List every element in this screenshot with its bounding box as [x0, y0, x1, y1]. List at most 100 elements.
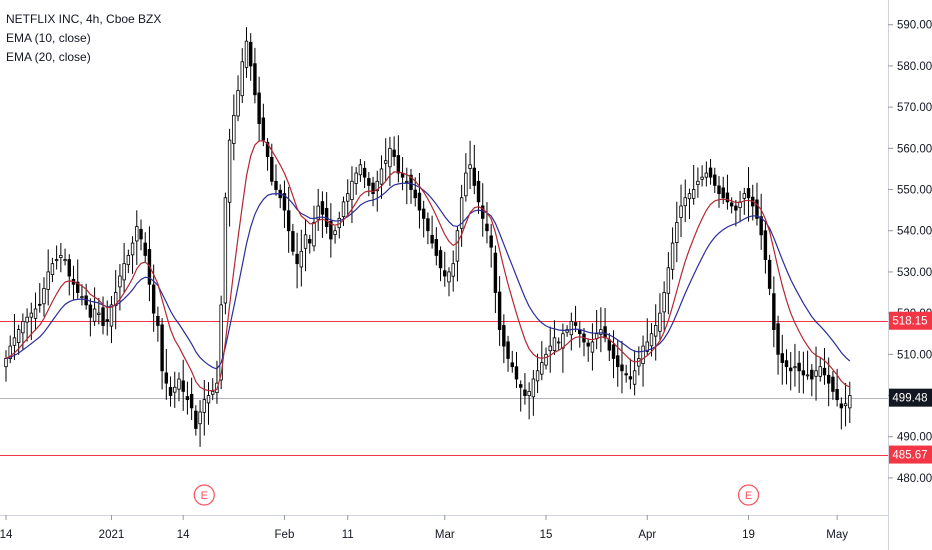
- candle-body: [346, 193, 350, 202]
- candle-body: [181, 380, 185, 392]
- candle-body: [130, 242, 135, 256]
- candle-body: [590, 341, 595, 353]
- candle-body: [88, 304, 93, 318]
- candle-body: [135, 226, 139, 242]
- candle-body: [700, 176, 704, 180]
- candle-body: [202, 399, 206, 413]
- candle-body: [523, 389, 527, 396]
- candle-body: [274, 180, 278, 190]
- candle-body: [818, 366, 822, 377]
- candle-body: [789, 367, 793, 372]
- candle-body: [177, 378, 181, 390]
- candle-body: [12, 337, 17, 346]
- candle-body: [493, 252, 498, 293]
- candle-body: [257, 92, 261, 124]
- candle-body: [223, 197, 228, 304]
- candle-body: [50, 263, 55, 275]
- candle-body: [341, 201, 346, 218]
- candle-body: [839, 403, 844, 409]
- price-label-text: 518.15: [892, 316, 927, 328]
- candle-body: [168, 387, 173, 396]
- candle-body: [438, 250, 443, 269]
- candle-body: [826, 374, 831, 384]
- candle-body: [362, 167, 367, 178]
- x-tick-label: 2021: [99, 529, 125, 541]
- candle-body: [527, 390, 531, 397]
- candle-body: [616, 355, 620, 368]
- candle-body: [687, 193, 692, 200]
- candle-body: [464, 172, 468, 197]
- candle-body: [282, 193, 287, 211]
- candle-body: [814, 370, 818, 377]
- y-tick-label: 590.00: [897, 20, 932, 32]
- candle-body: [649, 333, 654, 347]
- candle-body: [645, 341, 649, 352]
- candle-body: [46, 271, 50, 290]
- candle-body: [455, 230, 460, 262]
- candle-body: [261, 117, 266, 141]
- candle-body: [375, 180, 379, 192]
- candle-body: [371, 182, 375, 195]
- candle-body: [776, 323, 780, 355]
- candle-body: [708, 167, 713, 178]
- candle-body: [333, 230, 337, 235]
- candle-body: [502, 325, 506, 347]
- candle-body: [109, 304, 114, 327]
- candle-body: [683, 197, 687, 207]
- candle-body: [156, 316, 160, 326]
- candle-body: [485, 223, 489, 232]
- candle-body: [679, 205, 683, 218]
- candle-body: [97, 312, 101, 315]
- candle-body: [198, 411, 202, 425]
- candle-body: [434, 239, 439, 256]
- candle-body: [211, 390, 215, 395]
- candle-body: [118, 275, 122, 288]
- candle-body: [607, 339, 612, 351]
- candle-body: [29, 312, 34, 318]
- x-tick-label: Apr: [638, 529, 656, 541]
- candle-body: [160, 324, 164, 372]
- candle-body: [468, 164, 472, 169]
- candle-body: [25, 316, 29, 323]
- candle-body: [835, 389, 839, 401]
- candle-body: [447, 271, 451, 283]
- x-tick-label: 14: [177, 529, 190, 541]
- candle-body: [286, 210, 291, 232]
- candle-body: [139, 228, 143, 240]
- candle-body: [122, 263, 126, 281]
- candle-body: [717, 185, 721, 195]
- candle-body: [329, 220, 333, 240]
- candle-body: [194, 410, 198, 429]
- candle-body: [763, 230, 768, 260]
- candle-body: [810, 369, 814, 380]
- candle-body: [350, 180, 354, 200]
- candle-body: [400, 173, 405, 178]
- candle-body: [392, 149, 396, 157]
- candle-body: [185, 396, 190, 401]
- candle-body: [173, 386, 177, 393]
- candle-body: [573, 322, 578, 326]
- candle-body: [8, 345, 12, 359]
- candle-body: [793, 366, 797, 369]
- x-tick-label: 19: [742, 529, 755, 541]
- candle-body: [316, 205, 320, 220]
- candle-body: [637, 358, 641, 367]
- candle-body: [675, 222, 679, 243]
- candle-body: [308, 238, 312, 244]
- candle-body: [548, 345, 552, 352]
- candle-body: [696, 180, 700, 185]
- candle-body: [388, 147, 392, 168]
- candle-body: [92, 308, 97, 322]
- candle-body: [746, 188, 751, 199]
- candle-body: [76, 281, 80, 293]
- candle-body: [481, 205, 485, 219]
- candle-body: [628, 376, 633, 380]
- y-tick-label: 530.00: [897, 267, 932, 279]
- candle-body: [755, 199, 759, 219]
- candle-body: [54, 259, 59, 261]
- candle-body: [599, 329, 603, 335]
- candle-body: [843, 403, 848, 407]
- ema-20-line: [5, 182, 851, 370]
